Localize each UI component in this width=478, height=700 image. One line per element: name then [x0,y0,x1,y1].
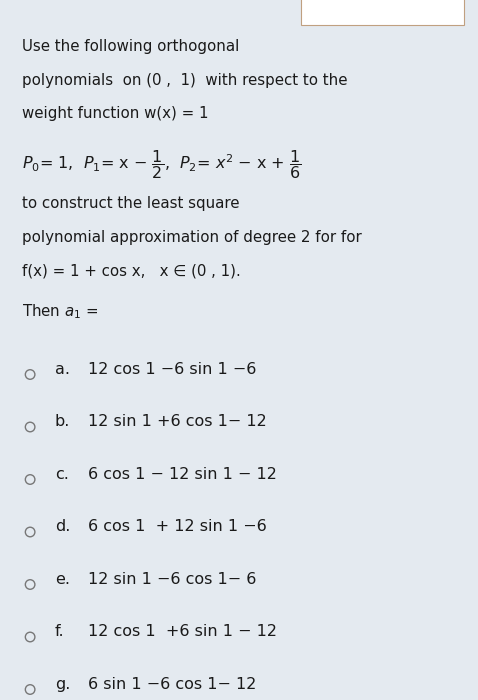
Text: d.: d. [55,519,70,534]
Text: g.: g. [55,677,70,692]
Text: 12 cos 1 −6 sin 1 −6: 12 cos 1 −6 sin 1 −6 [88,362,257,377]
Text: f(x) = 1 + cos x,   x ∈ (0 , 1).: f(x) = 1 + cos x, x ∈ (0 , 1). [22,263,240,278]
Text: 12 sin 1 −6 cos 1− 6: 12 sin 1 −6 cos 1− 6 [88,572,257,587]
Text: 12 sin 1 +6 cos 1− 12: 12 sin 1 +6 cos 1− 12 [88,414,267,429]
Text: 6 cos 1  + 12 sin 1 −6: 6 cos 1 + 12 sin 1 −6 [88,519,267,534]
Text: f.: f. [55,624,65,639]
Text: $P_0$= 1,  $P_1$= x $-$ $\dfrac{1}{2}$,  $P_2$= $x^2$ $-$ x $+$ $\dfrac{1}{6}$: $P_0$= 1, $P_1$= x $-$ $\dfrac{1}{2}$, $… [22,148,301,181]
Text: Use the following orthogonal: Use the following orthogonal [22,39,239,54]
Text: weight function w(x) = 1: weight function w(x) = 1 [22,106,208,121]
Text: c.: c. [55,467,69,482]
Text: to construct the least square: to construct the least square [22,196,239,211]
Text: a.: a. [55,362,70,377]
Text: e.: e. [55,572,70,587]
FancyBboxPatch shape [301,0,464,25]
Text: 6 cos 1 − 12 sin 1 − 12: 6 cos 1 − 12 sin 1 − 12 [88,467,277,482]
Text: Then $a_1$ =: Then $a_1$ = [22,302,98,321]
Text: polynomials  on (0 ,  1)  with respect to the: polynomials on (0 , 1) with respect to t… [22,73,347,88]
Text: 6 sin 1 −6 cos 1− 12: 6 sin 1 −6 cos 1− 12 [88,677,257,692]
Text: b.: b. [55,414,70,429]
Text: polynomial approximation of degree 2 for for: polynomial approximation of degree 2 for… [22,230,361,244]
Text: 12 cos 1  +6 sin 1 − 12: 12 cos 1 +6 sin 1 − 12 [88,624,277,639]
